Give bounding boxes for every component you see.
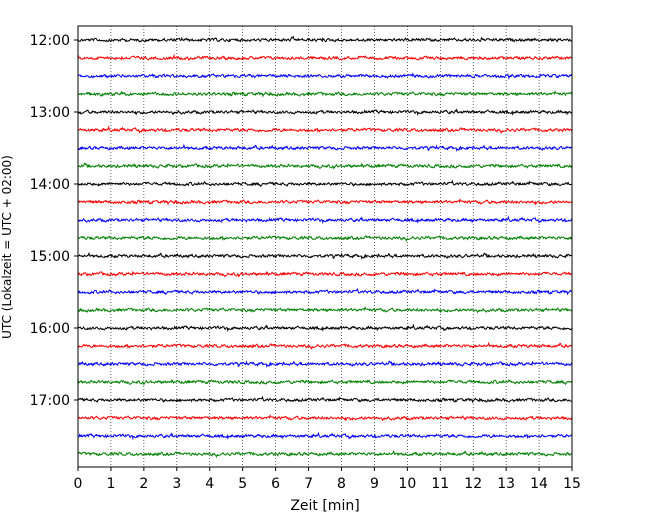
trace-1415 <box>77 198 573 206</box>
trace-1230 <box>77 72 573 81</box>
x-tick-label: 13 <box>497 476 515 492</box>
y-tick-label: 12:00 <box>30 33 70 49</box>
trace-1730 <box>77 431 573 441</box>
x-tick-label: 0 <box>74 476 83 492</box>
x-tick-label: 4 <box>205 476 214 492</box>
y-axis: 12:00 13:00 14:00 15:00 16:00 17:00 <box>30 33 78 409</box>
trace-1745 <box>77 449 573 458</box>
trace-1500 <box>77 251 573 260</box>
x-tick-label: 12 <box>464 476 482 492</box>
trace-1645 <box>77 379 573 386</box>
x-tick-label: 7 <box>304 476 313 492</box>
x-tick-label: 8 <box>337 476 346 492</box>
trace-1545 <box>77 306 573 314</box>
trace-1345 <box>77 162 573 170</box>
y-tick-label: 13:00 <box>30 105 70 121</box>
x-tick-label: 1 <box>106 476 115 492</box>
trace-1430 <box>77 215 573 225</box>
trace-1245 <box>77 90 573 98</box>
x-axis-label: Zeit [min] <box>290 498 359 514</box>
y-tick-label: 16:00 <box>30 321 70 337</box>
trace-1700 <box>77 395 573 404</box>
traces-group <box>77 35 573 458</box>
trace-1400 <box>77 179 573 188</box>
y-tick-label: 15:00 <box>30 249 70 265</box>
trace-1300 <box>77 108 573 117</box>
x-tick-label: 5 <box>238 476 247 492</box>
x-tick-label: 9 <box>370 476 379 492</box>
x-axis: 0 1 2 3 4 5 6 7 8 9 10 11 12 13 14 15 <box>74 467 581 492</box>
x-tick-label: 6 <box>271 476 280 492</box>
x-tick-label: 15 <box>563 476 581 492</box>
trace-1215 <box>77 53 573 61</box>
x-tick-label: 10 <box>398 476 416 492</box>
x-tick-label: 11 <box>431 476 449 492</box>
x-tick-label: 3 <box>172 476 181 492</box>
plot-frame <box>77 25 573 468</box>
trace-1315 <box>77 125 573 134</box>
x-tick-label: 2 <box>139 476 148 492</box>
trace-1515 <box>77 270 573 278</box>
trace-1445 <box>77 235 573 242</box>
x-tick-label: 14 <box>530 476 548 492</box>
y-tick-label: 17:00 <box>30 393 70 409</box>
trace-1615 <box>77 341 573 350</box>
trace-1630 <box>77 360 573 368</box>
y-tick-label: 14:00 <box>30 177 70 193</box>
y-axis-label: UTC (Lokalzeit = UTC + 02:00) <box>0 155 14 339</box>
trace-1200 <box>77 35 573 43</box>
trace-1600 <box>77 323 573 333</box>
trace-1330 <box>77 143 573 152</box>
trace-1715 <box>77 414 573 422</box>
trace-1530 <box>77 287 573 296</box>
